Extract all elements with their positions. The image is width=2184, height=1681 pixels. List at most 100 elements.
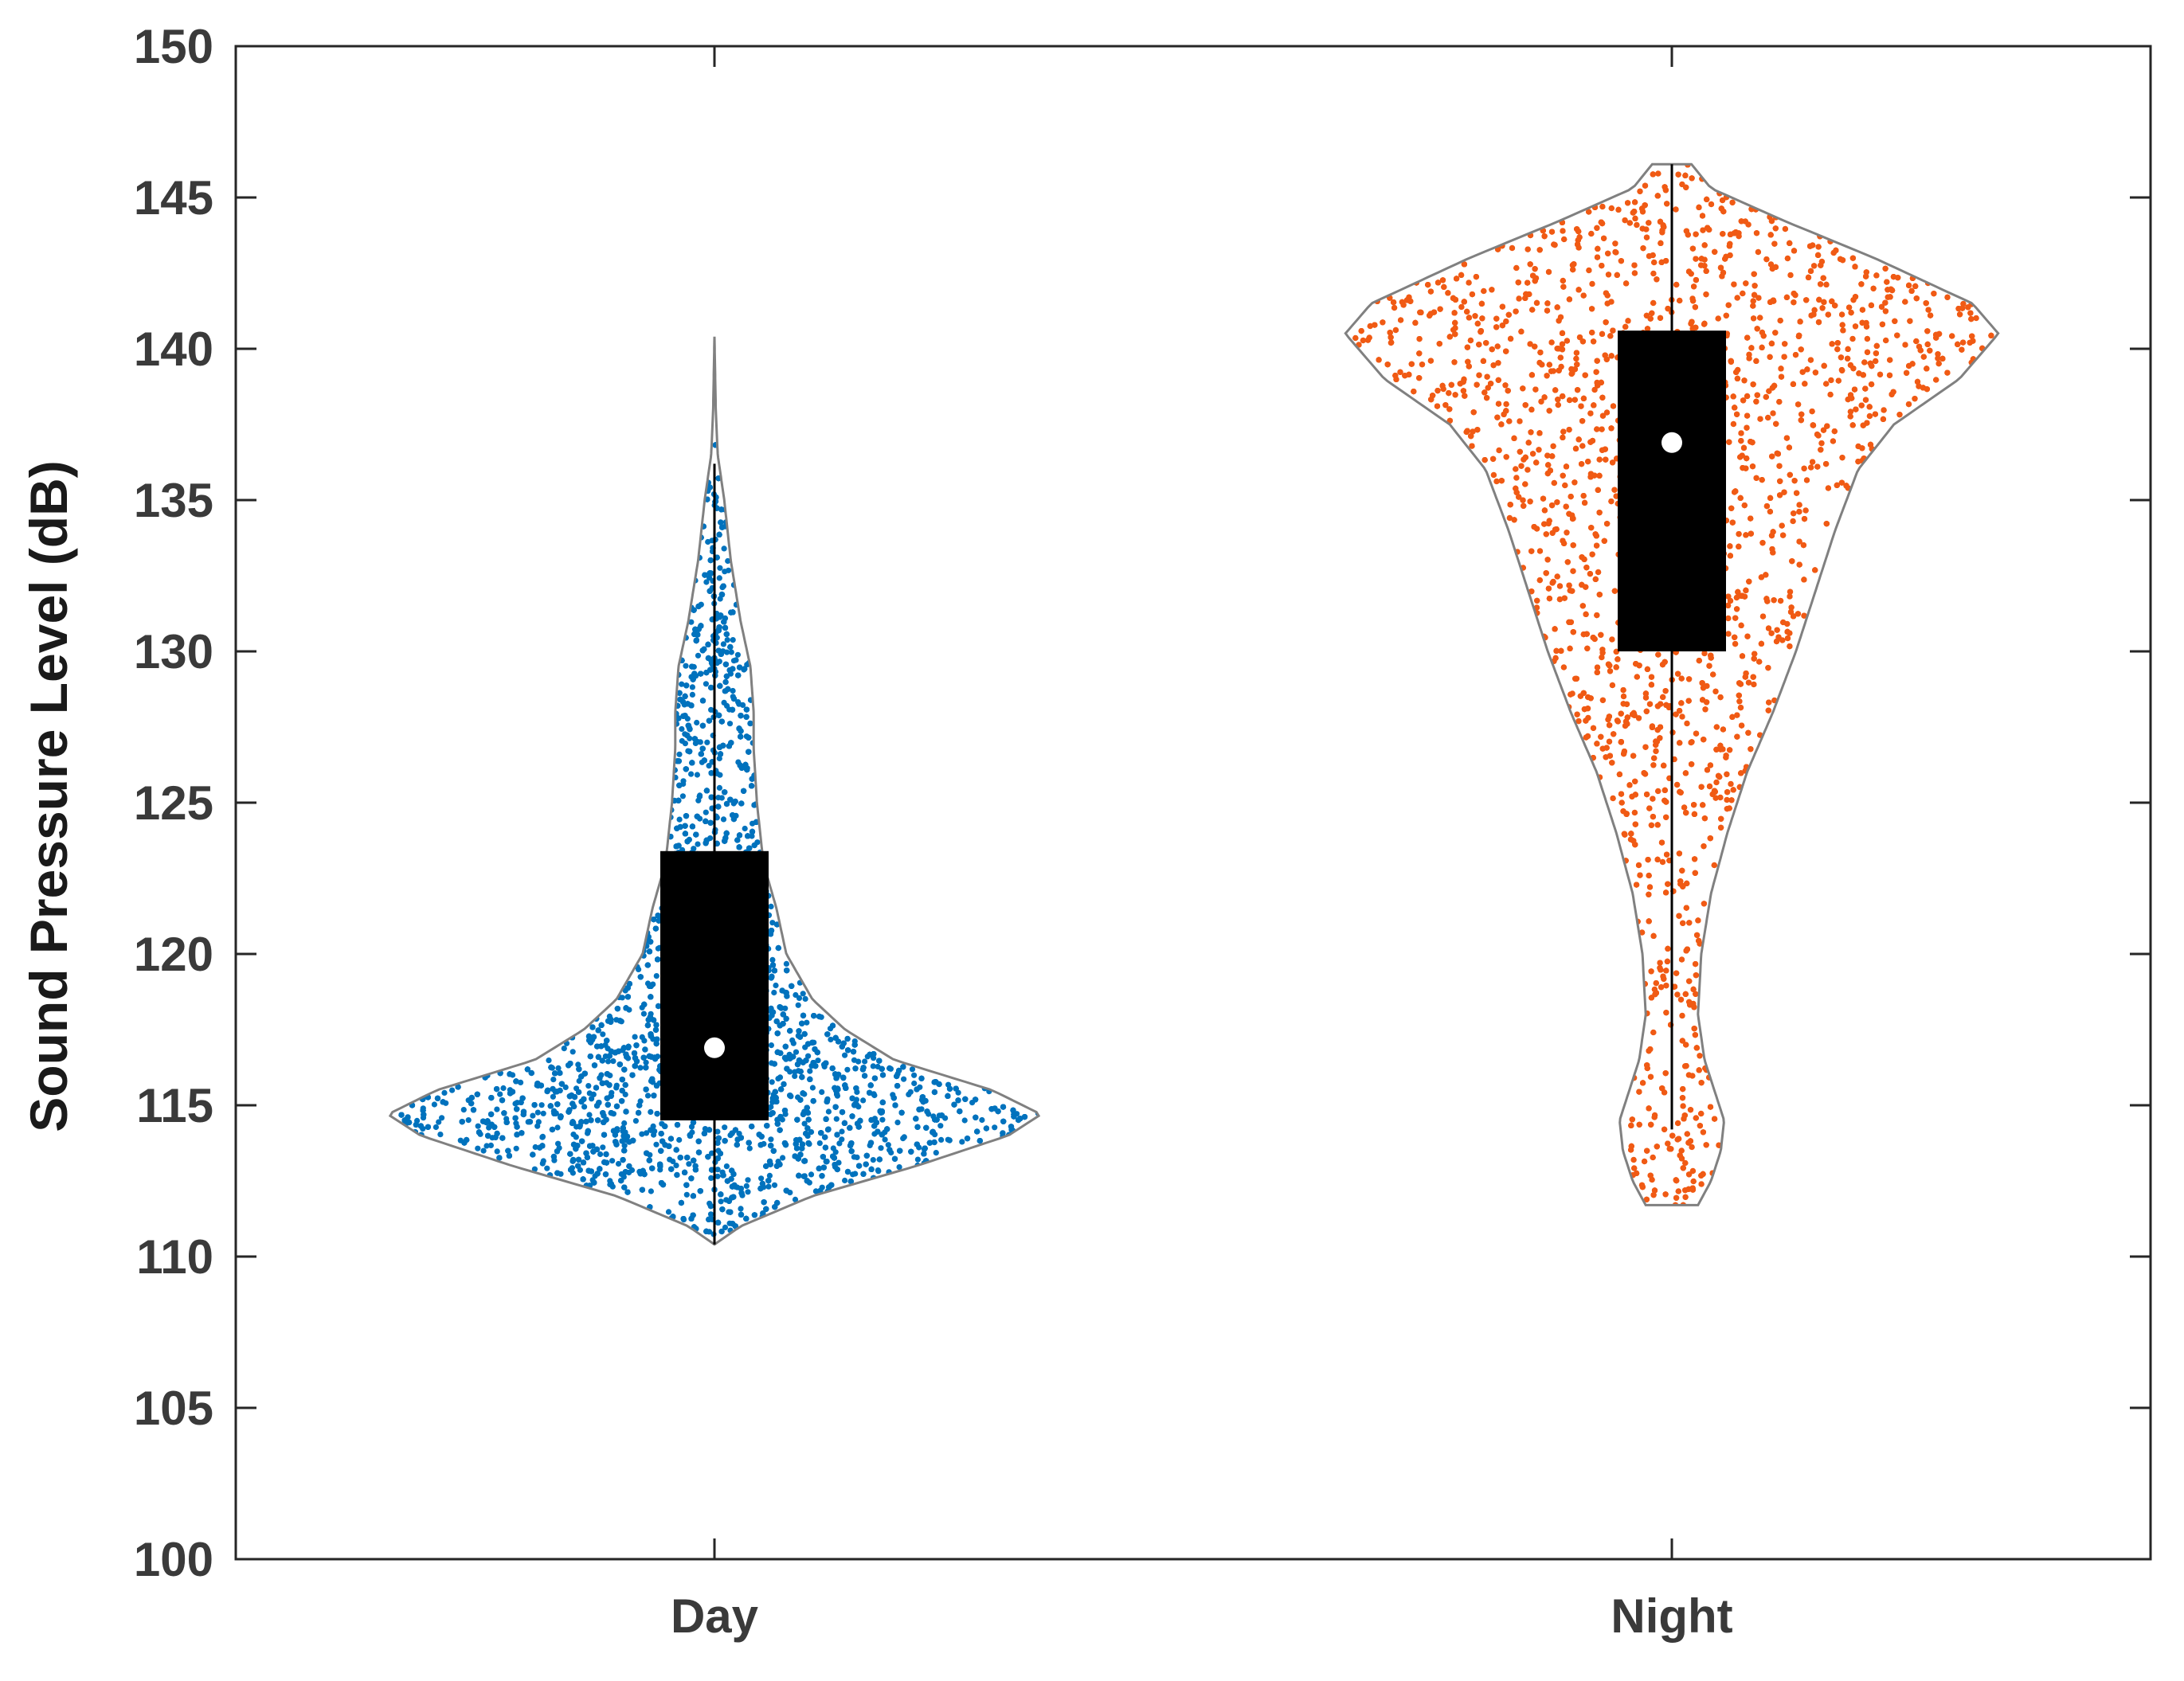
data-point	[800, 991, 806, 997]
data-point	[900, 1136, 906, 1142]
data-point	[665, 1209, 672, 1215]
data-point	[832, 1149, 839, 1155]
data-point	[613, 1082, 620, 1089]
data-point	[643, 1130, 650, 1136]
data-point	[852, 1171, 859, 1177]
data-point	[538, 1102, 545, 1108]
data-point	[695, 652, 702, 659]
data-point	[534, 1109, 541, 1116]
data-point	[561, 1046, 567, 1052]
data-point	[765, 1183, 772, 1190]
data-point	[562, 1084, 569, 1090]
data-point	[688, 619, 695, 625]
data-point	[637, 1065, 644, 1071]
data-point	[745, 1189, 751, 1195]
data-point	[494, 1106, 500, 1112]
data-point	[597, 1151, 604, 1158]
data-point	[882, 1136, 888, 1143]
data-point	[720, 816, 727, 823]
data-point	[717, 565, 723, 571]
data-point	[555, 1140, 562, 1147]
data-point	[771, 1182, 778, 1188]
data-point	[768, 1042, 775, 1049]
data-point	[716, 755, 722, 762]
data-point	[783, 960, 790, 967]
data-point	[605, 1058, 612, 1065]
data-point	[431, 1101, 438, 1108]
data-point	[622, 1091, 628, 1098]
data-point	[746, 1145, 753, 1151]
data-point	[716, 575, 722, 581]
data-point	[780, 1155, 786, 1161]
data-point	[937, 1123, 944, 1129]
data-point	[676, 751, 683, 757]
data-point	[768, 903, 774, 909]
data-point	[738, 1206, 744, 1212]
data-point	[790, 1040, 796, 1046]
data-point	[842, 1052, 848, 1058]
data-point	[575, 1061, 581, 1068]
data-point	[540, 1110, 546, 1116]
data-point	[648, 1108, 654, 1115]
data-point	[792, 1196, 799, 1202]
data-point	[679, 725, 685, 733]
data-point	[914, 1156, 921, 1163]
data-point	[871, 1055, 877, 1061]
data-point	[911, 1072, 918, 1078]
data-point	[621, 1143, 628, 1149]
data-point	[609, 1158, 616, 1164]
data-point	[535, 1119, 542, 1125]
data-point	[807, 1068, 813, 1074]
data-point	[758, 1175, 765, 1182]
data-point	[938, 1136, 945, 1143]
data-point	[676, 1136, 683, 1143]
data-point	[828, 1036, 834, 1043]
data-point	[992, 1124, 998, 1131]
data-point	[546, 1057, 552, 1064]
data-point	[586, 1112, 593, 1118]
data-point	[449, 1087, 456, 1093]
data-point	[766, 1172, 773, 1179]
data-point	[819, 1089, 825, 1095]
data-point	[480, 1147, 487, 1154]
data-point	[640, 1011, 648, 1017]
data-point	[569, 1049, 576, 1055]
data-point	[885, 1142, 891, 1148]
data-point	[718, 795, 725, 801]
data-point	[802, 995, 808, 1002]
data-point	[725, 557, 731, 565]
data-point	[585, 1083, 592, 1089]
data-point	[769, 1079, 775, 1085]
data-point	[644, 1093, 652, 1099]
data-point	[740, 702, 746, 709]
data-point	[870, 1157, 876, 1163]
data-point	[694, 719, 700, 726]
data-point	[961, 1117, 968, 1124]
data-point	[875, 1168, 882, 1175]
data-point	[717, 772, 723, 778]
data-point	[704, 739, 710, 745]
data-point	[679, 793, 687, 799]
data-point	[500, 1085, 507, 1092]
data-point	[749, 833, 755, 839]
data-point	[808, 1129, 815, 1136]
data-point	[720, 641, 727, 647]
data-point	[550, 1077, 557, 1083]
data-point	[839, 1128, 845, 1135]
data-point	[735, 699, 742, 706]
data-point	[673, 1163, 679, 1169]
data-point	[532, 1143, 538, 1151]
data-point	[683, 1191, 690, 1198]
data-point	[483, 1143, 490, 1149]
data-point	[615, 1160, 622, 1167]
data-point	[589, 1096, 595, 1102]
data-point	[878, 1145, 884, 1151]
data-point	[795, 1002, 801, 1008]
data-point	[436, 1119, 442, 1125]
data-point	[709, 1150, 715, 1156]
data-point	[723, 1163, 730, 1170]
data-point	[600, 1144, 606, 1151]
data-point	[839, 1136, 845, 1143]
